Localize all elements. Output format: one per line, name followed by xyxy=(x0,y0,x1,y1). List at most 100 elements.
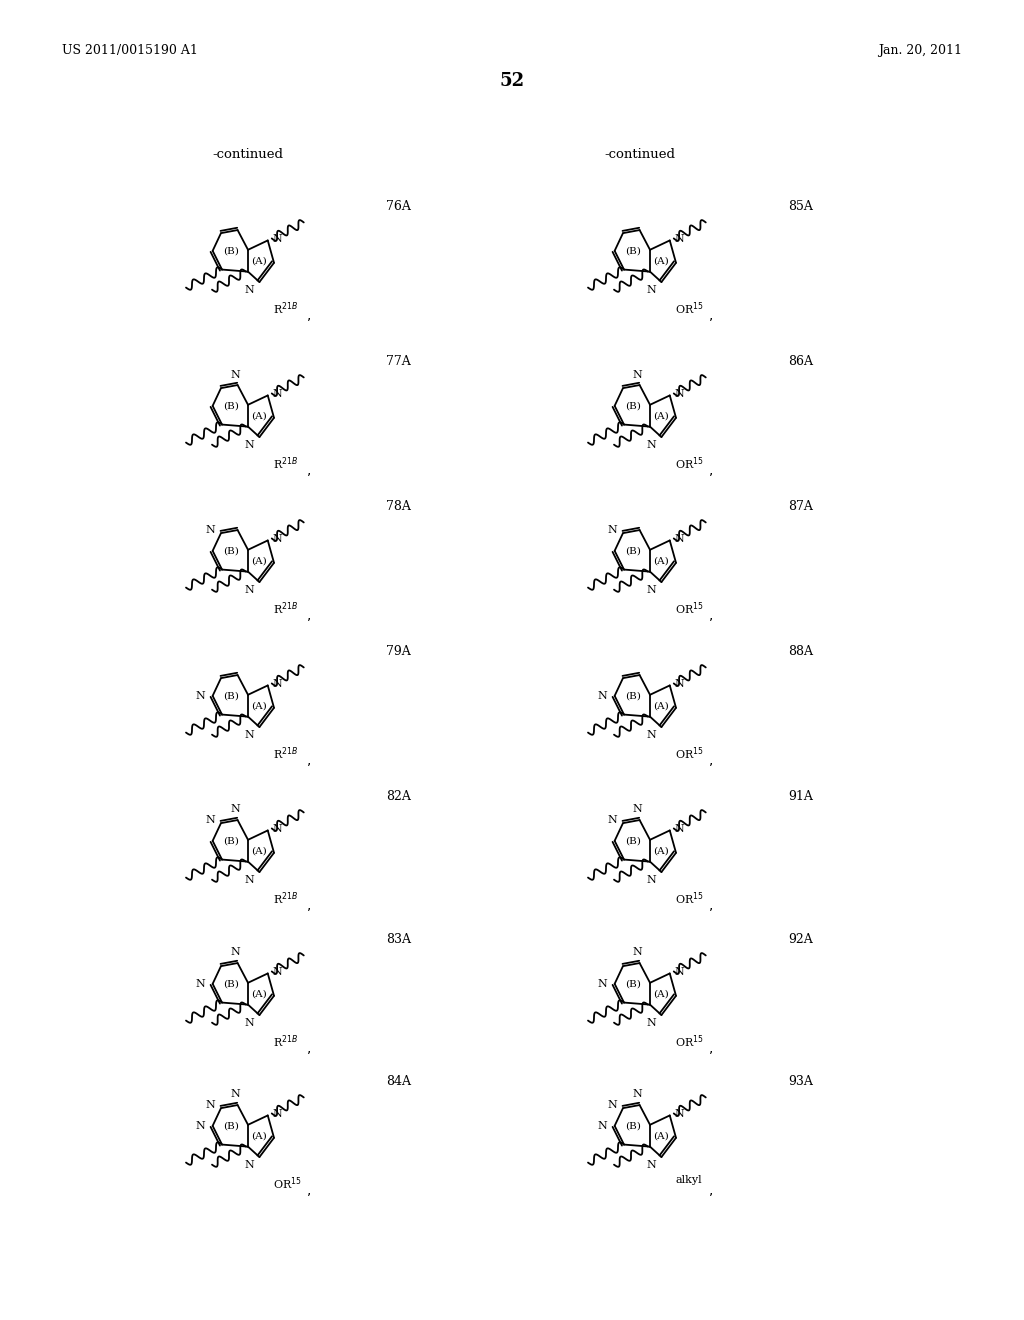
Text: (B): (B) xyxy=(223,1122,240,1130)
Text: N: N xyxy=(245,285,254,296)
Text: N: N xyxy=(272,389,283,400)
Text: 52: 52 xyxy=(500,73,524,90)
Text: Jan. 20, 2011: Jan. 20, 2011 xyxy=(878,44,962,57)
Text: N: N xyxy=(272,1109,283,1119)
Text: N: N xyxy=(675,825,684,834)
Text: N: N xyxy=(675,389,684,400)
Text: N: N xyxy=(598,1121,607,1131)
Text: N: N xyxy=(598,979,607,989)
Text: N: N xyxy=(230,946,241,957)
Text: N: N xyxy=(675,680,684,689)
Text: (A): (A) xyxy=(653,412,670,421)
Text: 77A: 77A xyxy=(386,355,411,368)
Text: (A): (A) xyxy=(252,990,267,999)
Text: ,: , xyxy=(710,898,714,912)
Text: -continued: -continued xyxy=(213,148,284,161)
Text: (A): (A) xyxy=(653,557,670,566)
Text: R$^{21B}$: R$^{21B}$ xyxy=(273,890,299,907)
Text: N: N xyxy=(647,1018,656,1028)
Text: 78A: 78A xyxy=(386,500,411,513)
Text: (A): (A) xyxy=(252,702,267,711)
Text: OR$^{15}$: OR$^{15}$ xyxy=(676,890,705,907)
Text: (A): (A) xyxy=(252,557,267,566)
Text: N: N xyxy=(245,1018,254,1028)
Text: (B): (B) xyxy=(626,979,641,989)
Text: N: N xyxy=(647,285,656,296)
Text: N: N xyxy=(647,875,656,884)
Text: OR$^{15}$: OR$^{15}$ xyxy=(676,601,705,616)
Text: N: N xyxy=(245,1160,254,1170)
Text: N: N xyxy=(272,968,283,977)
Text: N: N xyxy=(633,1089,642,1100)
Text: N: N xyxy=(633,804,642,814)
Text: R$^{21B}$: R$^{21B}$ xyxy=(273,455,299,471)
Text: OR$^{15}$: OR$^{15}$ xyxy=(676,1034,705,1049)
Text: N: N xyxy=(272,535,283,544)
Text: N: N xyxy=(230,804,241,814)
Text: 88A: 88A xyxy=(788,645,813,657)
Text: 85A: 85A xyxy=(788,201,813,213)
Text: N: N xyxy=(230,1089,241,1100)
Text: 93A: 93A xyxy=(788,1074,813,1088)
Text: ,: , xyxy=(307,898,311,912)
Text: R$^{21B}$: R$^{21B}$ xyxy=(273,601,299,616)
Text: (B): (B) xyxy=(626,692,641,701)
Text: (B): (B) xyxy=(223,247,240,255)
Text: ,: , xyxy=(307,463,311,477)
Text: ,: , xyxy=(307,1041,311,1055)
Text: N: N xyxy=(647,1160,656,1170)
Text: (A): (A) xyxy=(252,412,267,421)
Text: ,: , xyxy=(710,1183,714,1197)
Text: ,: , xyxy=(710,308,714,322)
Text: N: N xyxy=(196,1121,206,1131)
Text: ,: , xyxy=(307,1183,311,1197)
Text: N: N xyxy=(245,440,254,450)
Text: 92A: 92A xyxy=(788,933,813,946)
Text: (A): (A) xyxy=(653,847,670,855)
Text: N: N xyxy=(205,1100,215,1110)
Text: -continued: -continued xyxy=(604,148,676,161)
Text: 86A: 86A xyxy=(788,355,813,368)
Text: (A): (A) xyxy=(252,1131,267,1140)
Text: alkyl: alkyl xyxy=(676,1175,702,1185)
Text: R$^{21B}$: R$^{21B}$ xyxy=(273,744,299,762)
Text: N: N xyxy=(647,585,656,595)
Text: N: N xyxy=(230,370,241,380)
Text: ,: , xyxy=(710,1041,714,1055)
Text: 76A: 76A xyxy=(386,201,411,213)
Text: 84A: 84A xyxy=(386,1074,411,1088)
Text: OR$^{15}$: OR$^{15}$ xyxy=(676,744,705,762)
Text: ,: , xyxy=(307,752,311,767)
Text: ,: , xyxy=(710,463,714,477)
Text: (A): (A) xyxy=(653,702,670,711)
Text: N: N xyxy=(675,968,684,977)
Text: N: N xyxy=(607,525,616,535)
Text: (B): (B) xyxy=(626,546,641,556)
Text: ,: , xyxy=(307,609,311,622)
Text: (B): (B) xyxy=(626,837,641,845)
Text: R$^{21B}$: R$^{21B}$ xyxy=(273,300,299,317)
Text: N: N xyxy=(196,690,206,701)
Text: N: N xyxy=(205,525,215,535)
Text: 87A: 87A xyxy=(788,500,813,513)
Text: (B): (B) xyxy=(223,979,240,989)
Text: ,: , xyxy=(710,609,714,622)
Text: N: N xyxy=(607,1100,616,1110)
Text: (B): (B) xyxy=(223,546,240,556)
Text: ,: , xyxy=(710,752,714,767)
Text: (A): (A) xyxy=(653,257,670,265)
Text: (B): (B) xyxy=(626,1122,641,1130)
Text: N: N xyxy=(272,680,283,689)
Text: (A): (A) xyxy=(653,1131,670,1140)
Text: US 2011/0015190 A1: US 2011/0015190 A1 xyxy=(62,44,198,57)
Text: N: N xyxy=(607,816,616,825)
Text: N: N xyxy=(633,370,642,380)
Text: N: N xyxy=(272,235,283,244)
Text: (B): (B) xyxy=(626,401,641,411)
Text: N: N xyxy=(647,440,656,450)
Text: OR$^{15}$: OR$^{15}$ xyxy=(676,455,705,471)
Text: 91A: 91A xyxy=(788,789,813,803)
Text: R$^{21B}$: R$^{21B}$ xyxy=(273,1034,299,1049)
Text: N: N xyxy=(245,585,254,595)
Text: N: N xyxy=(675,235,684,244)
